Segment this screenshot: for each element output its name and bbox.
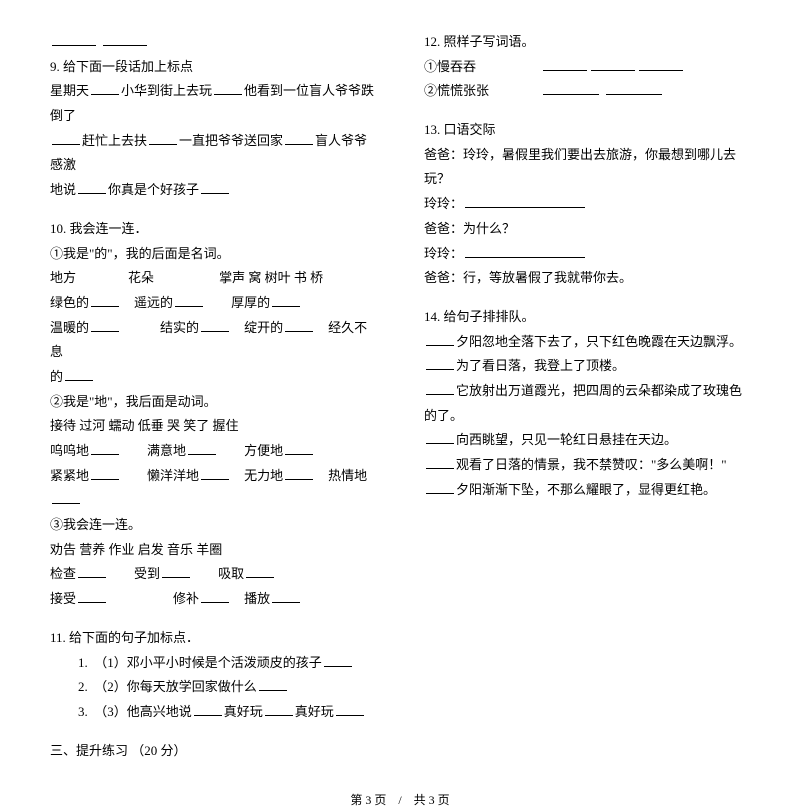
q10-title: 我会连一连． (70, 221, 148, 236)
q10-r8: 劝告 营养 作业 启发 音乐 羊圈 (50, 538, 376, 563)
q10-r1c: 掌声 窝 树叶 书 桥 (219, 270, 323, 285)
q11-i1: （1）邓小平小时候是个活泼顽皮的孩子 (101, 655, 322, 670)
q10-r5: 接待 过河 蠕动 低垂 哭 笑了 握住 (50, 414, 376, 439)
q11-num: 11. (50, 630, 66, 645)
q10-r9c: 吸取 (218, 566, 244, 581)
q14-s5a: 观看了日落的情景，我不禁赞叹："多么美啊！" (456, 457, 727, 472)
q13-l2: 玲玲： (424, 196, 463, 211)
q10-r2b: 遥远的 (134, 295, 173, 310)
q9-num: 9. (50, 59, 60, 74)
q11-i3: （3）他高兴地说 (101, 704, 192, 719)
q10-r2a: 绿色的 (50, 295, 89, 310)
q14-s3: 它放射出万道霞光，把四周的云朵都染成了玫瑰色的了。 (424, 383, 742, 423)
q13-title: 口语交际 (444, 122, 496, 137)
q14-title: 给句子排排队。 (444, 309, 535, 324)
q14-num: 14. (424, 309, 440, 324)
q10-s1: ①我是"的"，我的后面是名词。 (50, 242, 376, 267)
question-9: 9. 给下面一段话加上标点 星期天小华到街上去玩他看到一位盲人爷爷跌倒了 赶忙上… (50, 55, 376, 203)
q10-r10c: 播放 (244, 591, 270, 606)
q11-body: 1. （1）邓小平小时候是个活泼顽皮的孩子 2. （2）你每天放学回家做什么 3… (50, 651, 376, 725)
q12-title: 照样子写词语。 (444, 34, 535, 49)
q10-r10b: 修补 (173, 591, 199, 606)
q9-title: 给下面一段话加上标点 (63, 59, 193, 74)
q10-r2c: 厚厚的 (231, 295, 270, 310)
q11-i2: （2）你每天放学回家做什么 (101, 679, 257, 694)
q10-r7c: 无力地 (244, 468, 283, 483)
q11-i3n: 3. (78, 704, 88, 719)
q13-l3: 爸爸：为什么？ (424, 217, 750, 242)
q13-body: 爸爸：玲玲，暑假里我们要出去旅游，你最想到哪儿去玩？ 玲玲： 爸爸：为什么？ 玲… (424, 143, 750, 291)
q12-body: ①慢吞吞 ②慌慌张张 (424, 55, 750, 104)
q10-r7a: 紧紧地 (50, 468, 89, 483)
q10-r4a: 的 (50, 369, 63, 384)
q10-r7d: 热情地 (328, 468, 367, 483)
q10-s2: ②我是"地"，我后面是动词。 (50, 390, 376, 415)
q10-r3b: 结实的 (160, 320, 199, 335)
q11-i1n: 1. (78, 655, 88, 670)
q14-s4: 向西眺望，只见一轮红日悬挂在天边。 (456, 432, 677, 447)
left-column: 9. 给下面一段话加上标点 星期天小华到街上去玩他看到一位盲人爷爷跌倒了 赶忙上… (50, 30, 376, 771)
q10-r6a: 呜呜地 (50, 443, 89, 458)
question-14: 14. 给句子排排队。 夕阳忽地全落下去了，只下红色晚霞在天边飘浮。 为了看日落… (424, 305, 750, 503)
page-footer: 第 3 页 / 共 3 页 (50, 789, 750, 812)
q10-r9a: 检查 (50, 566, 76, 581)
q13-l5: 爸爸：行，等放暑假了我就带你去。 (424, 266, 750, 291)
q13-l1: 爸爸：玲玲，暑假里我们要出去旅游，你最想到哪儿去玩？ (424, 143, 750, 192)
q10-r1b: 花朵 (128, 270, 154, 285)
section-3: 三、提升练习 （20 分） (50, 739, 376, 764)
q9-t5: 一直把爷爷送回家 (179, 133, 283, 148)
q11-i2n: 2. (78, 679, 88, 694)
q13-num: 13. (424, 122, 440, 137)
q9-t8: 你真是个好孩子 (108, 182, 199, 197)
q10-r6c: 方便地 (244, 443, 283, 458)
q11-title: 给下面的句子加标点． (69, 630, 199, 645)
q10-r10a: 接受 (50, 591, 76, 606)
q13-l4: 玲玲： (424, 246, 463, 261)
q14-s6: 夕阳渐渐下坠，不那么耀眼了，显得更红艳。 (456, 482, 716, 497)
q12-num: 12. (424, 34, 440, 49)
q14-s1: 夕阳忽地全落下去了，只下红色晚霞在天边飘浮。 (456, 334, 742, 349)
q12-b: ②慌慌张张 (424, 83, 489, 98)
q9-body: 星期天小华到街上去玩他看到一位盲人爷爷跌倒了 赶忙上去扶一直把爷爷送回家盲人爷爷… (50, 79, 376, 202)
right-column: 12. 照样子写词语。 ①慢吞吞 ②慌慌张张 13. 口语交际 爸爸：玲玲，暑假… (424, 30, 750, 771)
question-12: 12. 照样子写词语。 ①慢吞吞 ②慌慌张张 (424, 30, 750, 104)
q14-s2: 为了看日落，我登上了顶楼。 (456, 358, 625, 373)
q9-t2: 小华到街上去玩 (121, 83, 212, 98)
question-11: 11. 给下面的句子加标点． 1. （1）邓小平小时候是个活泼顽皮的孩子 2. … (50, 626, 376, 725)
question-13: 13. 口语交际 爸爸：玲玲，暑假里我们要出去旅游，你最想到哪儿去玩？ 玲玲： … (424, 118, 750, 291)
q10-num: 10. (50, 221, 66, 236)
q9-t7: 地说 (50, 182, 76, 197)
q10-r3a: 温暖的 (50, 320, 89, 335)
question-10: 10. 我会连一连． ①我是"的"，我的后面是名词。 地方 花朵 掌声 窝 树叶… (50, 217, 376, 612)
q11-i3b: 真好玩 (224, 704, 263, 719)
q9-t1: 星期天 (50, 83, 89, 98)
q10-r9b: 受到 (134, 566, 160, 581)
q12-a: ①慢吞吞 (424, 59, 476, 74)
q10-r1a: 地方 (50, 270, 76, 285)
q10-r3c: 绽开的 (244, 320, 283, 335)
q10-s3: ③我会连一连。 (50, 513, 376, 538)
q9-t4: 赶忙上去扶 (82, 133, 147, 148)
q10-r6b: 满意地 (147, 443, 186, 458)
q11-i3c: 真好玩 (295, 704, 334, 719)
q10-body: ①我是"的"，我的后面是名词。 地方 花朵 掌声 窝 树叶 书 桥 绿色的 遥远… (50, 242, 376, 612)
top-blanks (50, 30, 376, 55)
q14-body: 夕阳忽地全落下去了，只下红色晚霞在天边飘浮。 为了看日落，我登上了顶楼。 它放射… (424, 330, 750, 503)
q10-r7b: 懒洋洋地 (147, 468, 199, 483)
